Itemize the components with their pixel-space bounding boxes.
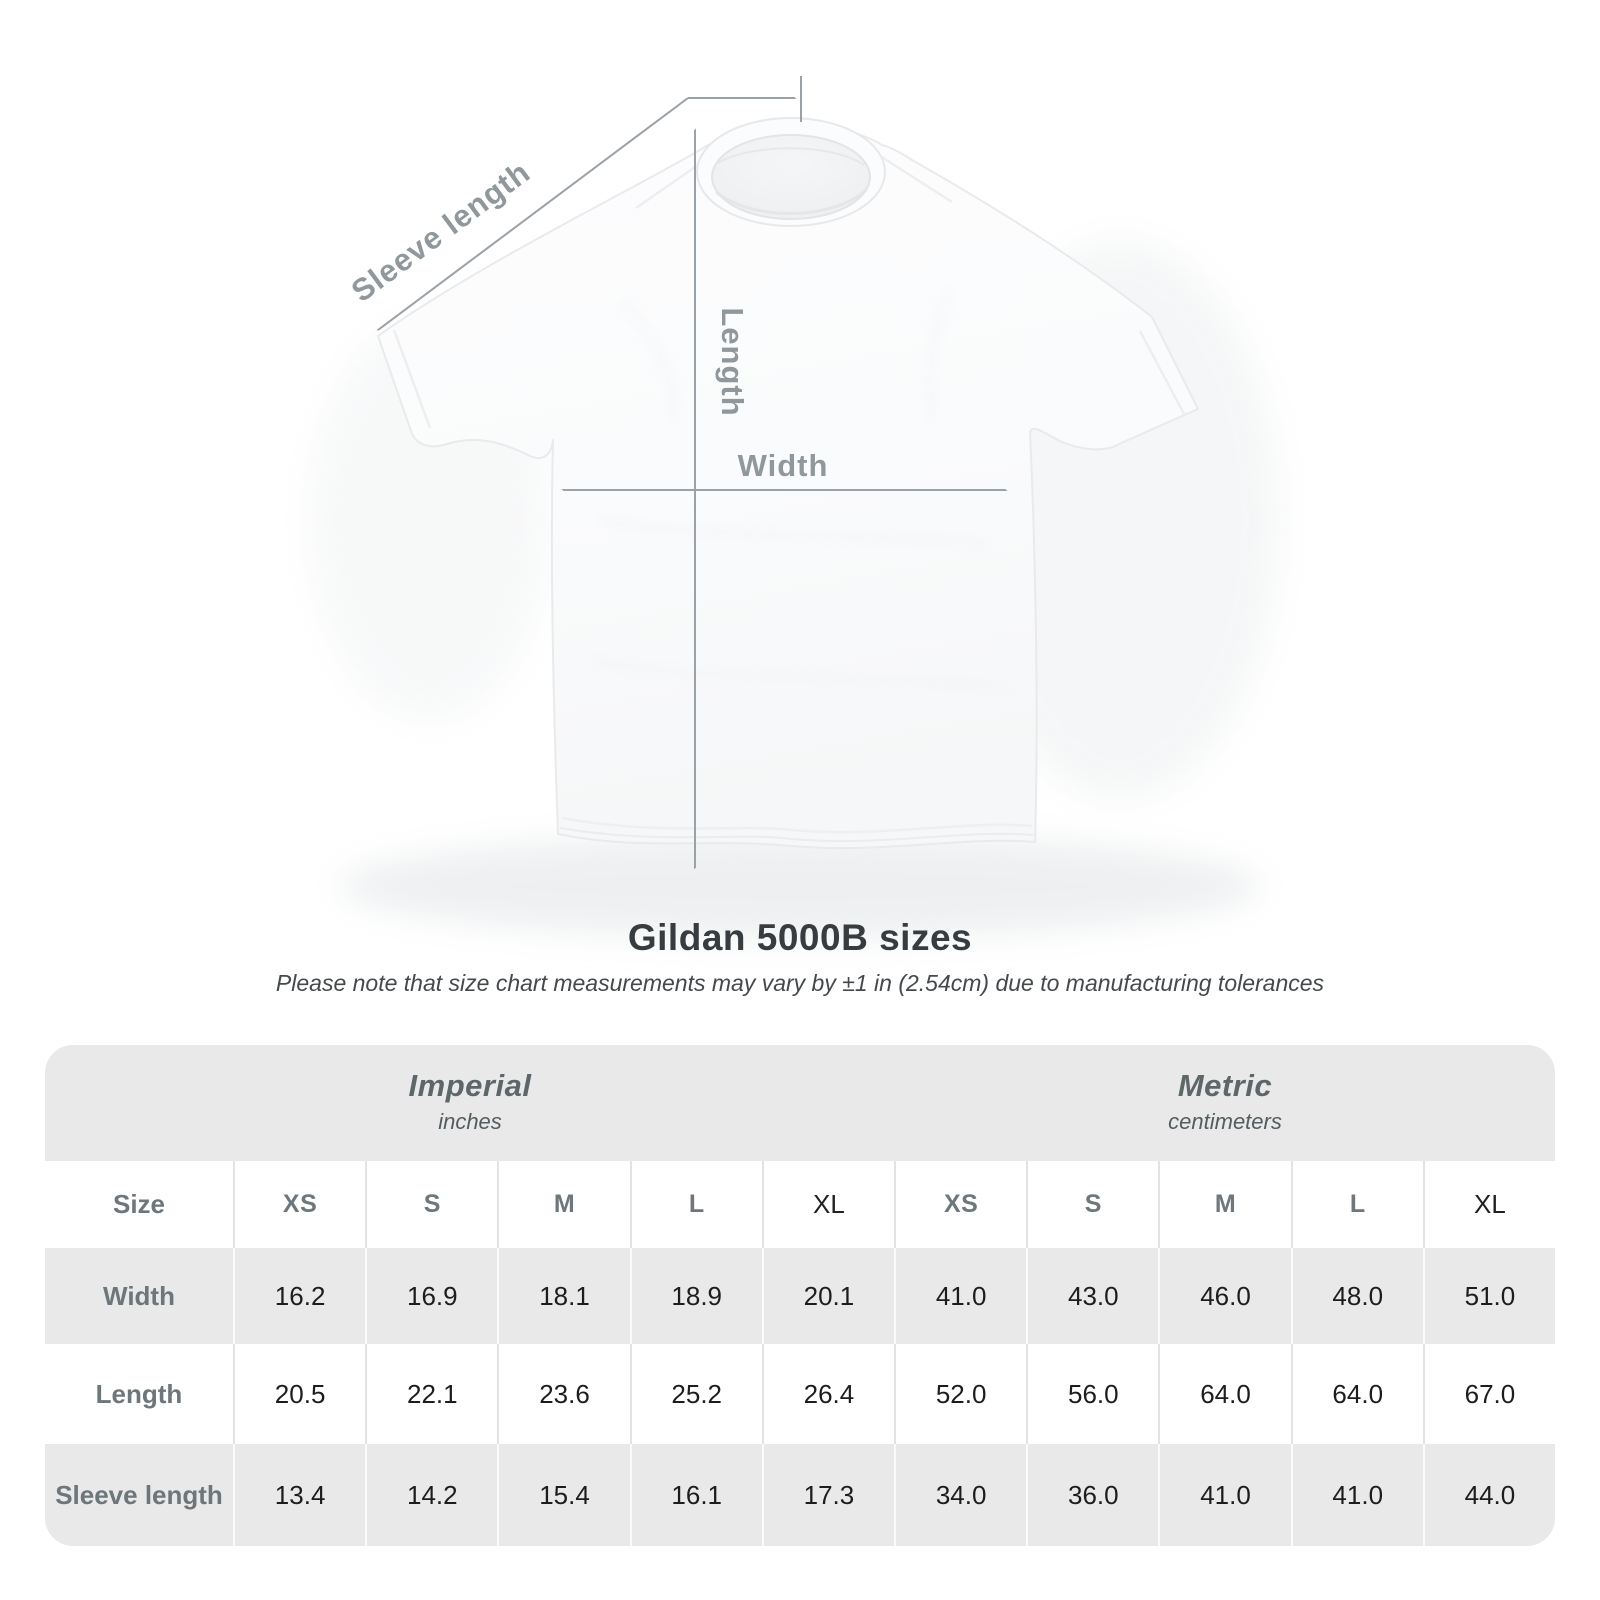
- length-imperial-l: 25.2: [629, 1344, 762, 1444]
- unit-band: Imperial inches Metric centimeters: [45, 1045, 1555, 1161]
- length-metric-m: 64.0: [1158, 1344, 1290, 1444]
- sleeve-length-arrow: [378, 76, 802, 330]
- tshirt-graphic: [377, 117, 1199, 850]
- length-metric-s: 56.0: [1026, 1344, 1158, 1444]
- width-imperial-s: 16.9: [365, 1248, 497, 1344]
- length-imperial-xs: 20.5: [233, 1344, 365, 1444]
- col-header-metric-xl: XL: [1422, 1161, 1555, 1248]
- row-label: Width: [103, 1280, 175, 1311]
- table-row-length: Length 20.5 22.1 23.6 25.2 26.4 52.0 56.…: [45, 1344, 1555, 1444]
- col-header-imperial-m: M: [497, 1161, 629, 1248]
- sleeve-imperial-xl: 17.3: [761, 1444, 894, 1546]
- col-header-imperial-l: L: [629, 1161, 762, 1248]
- width-metric-xs: 41.0: [894, 1248, 1026, 1344]
- width-measure-label: Width: [738, 448, 829, 483]
- imperial-section-header: Imperial inches: [45, 1045, 895, 1161]
- length-metric-l: 64.0: [1290, 1344, 1423, 1444]
- title-block: Gildan 5000B sizes Please note that size…: [0, 916, 1600, 997]
- row-label: Length: [95, 1378, 183, 1409]
- sleeve-metric-xs: 34.0: [894, 1444, 1026, 1546]
- table-header-row: Size XS S M L XL XS S M L XL: [45, 1161, 1555, 1248]
- table-row-width: Width 16.2 16.9 18.1 18.9 20.1 41.0 43.0…: [45, 1248, 1555, 1344]
- length-imperial-m: 23.6: [497, 1344, 629, 1444]
- metric-unit: centimeters: [1168, 1108, 1282, 1134]
- page-title: Gildan 5000B sizes: [627, 917, 973, 958]
- imperial-title: Imperial: [408, 1067, 532, 1103]
- width-imperial-m: 18.1: [497, 1248, 629, 1344]
- table-row-sleeve-length: Sleeve length 13.4 14.2 15.4 16.1 17.3 3…: [45, 1444, 1555, 1546]
- length-imperial-xl: 26.4: [761, 1344, 894, 1444]
- length-metric-xl: 67.0: [1422, 1344, 1555, 1444]
- width-imperial-l: 18.9: [629, 1248, 762, 1344]
- col-header-imperial-xl: XL: [761, 1161, 894, 1248]
- sleeve-imperial-xs: 13.4: [233, 1444, 365, 1546]
- width-imperial-xl: 20.1: [761, 1248, 894, 1344]
- sleeve-metric-s: 36.0: [1026, 1444, 1158, 1546]
- col-header-imperial-xs: XS: [233, 1161, 365, 1248]
- collar: [696, 117, 886, 227]
- sleeve-imperial-m: 15.4: [497, 1444, 629, 1546]
- metric-title: Metric: [1177, 1067, 1273, 1103]
- col-header-metric-s: S: [1026, 1161, 1158, 1248]
- metric-section-header: Metric centimeters: [895, 1045, 1555, 1161]
- width-metric-l: 48.0: [1290, 1248, 1423, 1344]
- sleeve-imperial-l: 16.1: [629, 1444, 762, 1546]
- length-measure-label: Length: [715, 307, 750, 416]
- sleeve-metric-xl: 44.0: [1422, 1444, 1555, 1546]
- width-metric-s: 43.0: [1026, 1248, 1158, 1344]
- col-header-imperial-s: S: [365, 1161, 497, 1248]
- width-metric-xl: 51.0: [1422, 1248, 1555, 1344]
- length-imperial-s: 22.1: [365, 1344, 497, 1444]
- width-imperial-xs: 16.2: [233, 1248, 365, 1344]
- size-column-header: Size: [112, 1189, 166, 1219]
- tolerance-note: Please note that size chart measurements…: [275, 970, 1325, 997]
- sleeve-metric-l: 41.0: [1290, 1444, 1423, 1546]
- length-metric-xs: 52.0: [894, 1344, 1026, 1444]
- width-metric-m: 46.0: [1158, 1248, 1290, 1344]
- row-label: Sleeve length: [55, 1479, 223, 1510]
- size-chart-table: Imperial inches Metric centimeters Size …: [45, 1045, 1555, 1546]
- sleeve-imperial-s: 14.2: [365, 1444, 497, 1546]
- measurement-arrows: [378, 76, 1006, 868]
- sleeve-metric-m: 41.0: [1158, 1444, 1290, 1546]
- col-header-metric-m: M: [1158, 1161, 1290, 1248]
- tshirt-measurement-diagram: Sleeve length Length Width: [310, 76, 1280, 938]
- imperial-unit: inches: [438, 1108, 502, 1134]
- col-header-metric-l: L: [1290, 1161, 1423, 1248]
- col-header-metric-xs: XS: [894, 1161, 1026, 1248]
